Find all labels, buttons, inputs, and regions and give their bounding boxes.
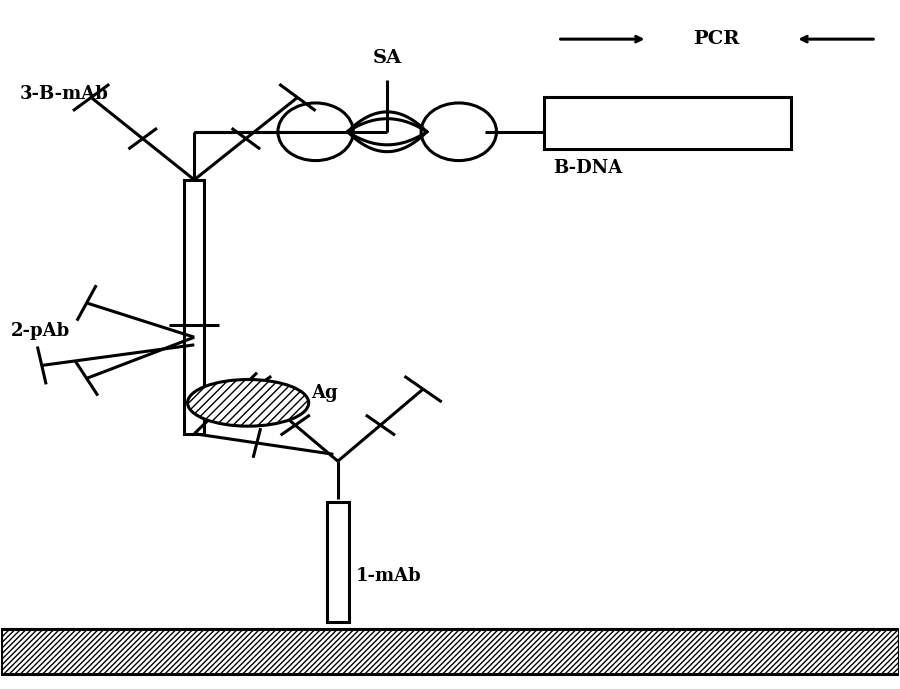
Text: 2-pAb: 2-pAb <box>11 322 69 340</box>
Ellipse shape <box>187 380 309 426</box>
Bar <box>184 180 204 433</box>
Text: 1-mAb: 1-mAb <box>356 567 421 585</box>
Bar <box>544 97 791 149</box>
Text: PCR: PCR <box>693 30 740 48</box>
Text: Ag: Ag <box>310 384 338 402</box>
Text: SA: SA <box>373 49 401 67</box>
Bar <box>2 629 898 674</box>
Bar <box>327 502 348 622</box>
Text: B-DNA: B-DNA <box>554 159 623 177</box>
Text: 3-B-mAb: 3-B-mAb <box>19 85 108 103</box>
